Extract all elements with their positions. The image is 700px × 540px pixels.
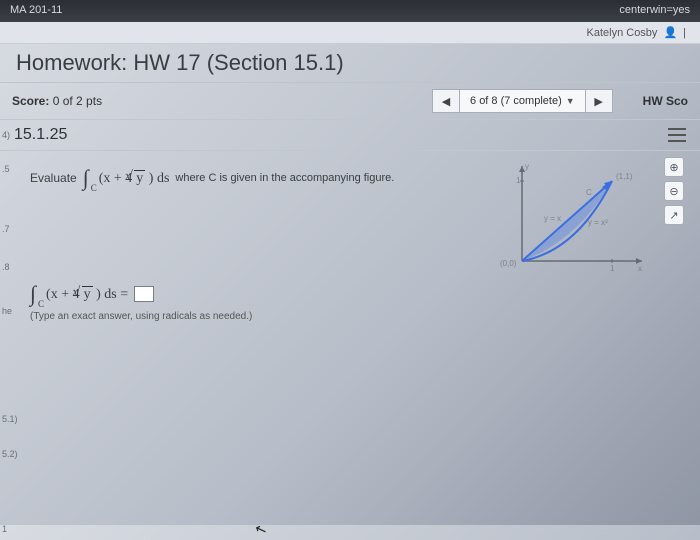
score-label: Score: 0 of 2 pts bbox=[12, 94, 102, 108]
ruler-mark: 5.1) bbox=[2, 414, 18, 424]
question-number-bar: 15.1.25 bbox=[0, 120, 700, 151]
user-icon[interactable]: 👤 bbox=[663, 26, 677, 39]
zoom-in-icon[interactable]: ⊕ bbox=[664, 157, 684, 177]
origin-label: (0,0) bbox=[500, 259, 517, 268]
browser-top-strip: MA 201-11 centerwin=yes bbox=[0, 0, 700, 22]
integral-symbol: ∫ bbox=[83, 165, 93, 191]
curve1-label: y = x bbox=[544, 214, 561, 223]
prompt-lead: Evaluate bbox=[30, 171, 77, 185]
progress-text: 6 of 8 (7 complete) bbox=[470, 95, 562, 107]
accompanying-figure: (0,0) (1,1) y = x y = x² C y x 1 1 ⊕ ⊖ ↗ bbox=[492, 151, 682, 301]
mouse-cursor-icon: ↖ bbox=[252, 520, 269, 540]
user-name: Katelyn Cosby bbox=[587, 27, 658, 39]
sub-bar: Score: 0 of 2 pts ◀ 6 of 8 (7 complete) … bbox=[0, 83, 700, 120]
y-axis-label: y bbox=[525, 162, 529, 171]
answer-input[interactable] bbox=[134, 286, 154, 302]
x-axis-label: x bbox=[638, 264, 642, 273]
question-number: 15.1.25 bbox=[14, 126, 67, 144]
prompt-tail: where C is given in the accompanying fig… bbox=[175, 172, 394, 184]
popout-icon[interactable]: ↗ bbox=[664, 205, 684, 225]
curve2-label: y = x² bbox=[588, 218, 608, 227]
figure-toolbar: ⊕ ⊖ ↗ bbox=[664, 157, 684, 225]
page-title: Homework: HW 17 (Section 15.1) bbox=[16, 50, 690, 76]
integral-symbol: ∫ bbox=[30, 281, 40, 307]
integrand: (x + 4y ) ds bbox=[99, 170, 170, 187]
user-bar: Katelyn Cosby 👤 | bbox=[0, 22, 700, 44]
next-question-button[interactable]: ▶ bbox=[585, 89, 613, 113]
url-fragment: centerwin=yes bbox=[619, 4, 690, 18]
corner-label: (1,1) bbox=[616, 172, 633, 181]
course-code: MA 201-11 bbox=[10, 4, 62, 18]
ruler-mark: 5.2) bbox=[2, 449, 18, 459]
ytick-1: 1 bbox=[516, 176, 521, 185]
ruler-mark: 1 bbox=[2, 524, 7, 534]
hw-score-label: HW Sco bbox=[643, 94, 688, 108]
xtick-1: 1 bbox=[610, 264, 615, 273]
figure-svg: (0,0) (1,1) y = x y = x² C y x 1 1 bbox=[492, 151, 652, 291]
answer-hint: (Type an exact answer, using radicals as… bbox=[30, 311, 686, 322]
title-row: Homework: HW 17 (Section 15.1) bbox=[0, 44, 700, 83]
question-nav: ◀ 6 of 8 (7 complete) ▼ ▶ bbox=[432, 89, 613, 113]
answer-lhs: (x + 4y ) ds = bbox=[46, 286, 128, 303]
question-progress-dropdown[interactable]: 6 of 8 (7 complete) ▼ bbox=[460, 89, 585, 113]
region-label: C bbox=[586, 188, 592, 197]
divider: | bbox=[683, 27, 686, 39]
zoom-out-icon[interactable]: ⊖ bbox=[664, 181, 684, 201]
list-icon[interactable] bbox=[668, 128, 686, 142]
chevron-down-icon: ▼ bbox=[566, 96, 575, 106]
ruler-mark: 4) bbox=[2, 130, 10, 140]
question-content: Evaluate ∫ (x + 4y ) ds where C is given… bbox=[0, 151, 700, 336]
prev-question-button[interactable]: ◀ bbox=[432, 89, 460, 113]
